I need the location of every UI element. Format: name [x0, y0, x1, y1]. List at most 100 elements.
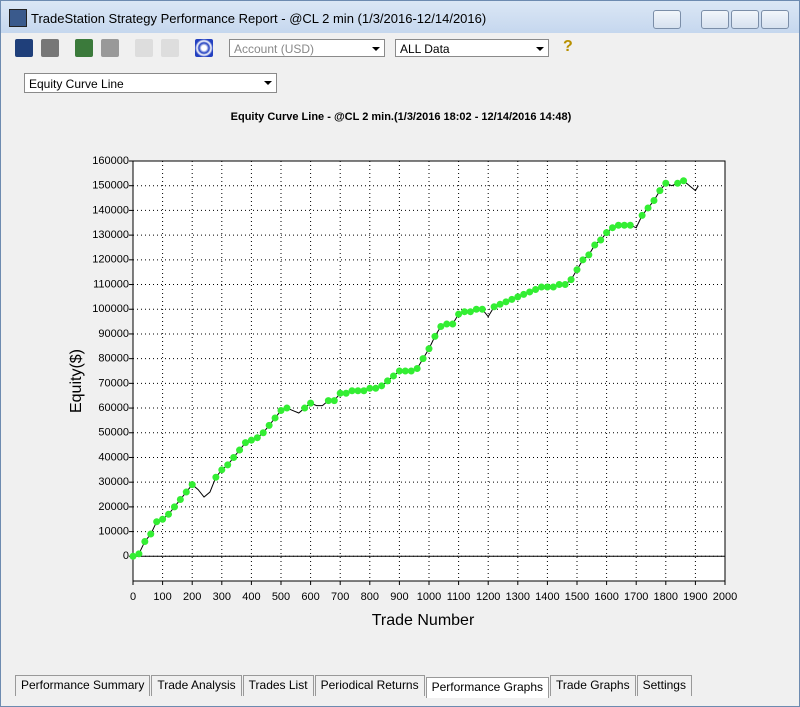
x-tick-label: 1800 — [654, 591, 678, 603]
new-high-marker — [366, 384, 374, 392]
new-high-marker — [526, 288, 534, 296]
graph-combo[interactable]: Equity Curve Line — [24, 73, 277, 93]
y-tick-label: 10000 — [98, 525, 129, 537]
plot-area — [132, 160, 726, 582]
save-button[interactable] — [15, 39, 33, 57]
x-tick-label: 200 — [183, 591, 201, 603]
tab[interactable]: Performance Graphs — [425, 677, 549, 698]
swap-button[interactable] — [653, 10, 681, 29]
x-tick-label: 1600 — [594, 591, 618, 603]
x-tick-label: 600 — [301, 591, 319, 603]
new-high-marker — [431, 332, 439, 340]
y-tick-label: 150000 — [92, 180, 129, 192]
tab[interactable]: Periodical Returns — [314, 675, 425, 696]
x-tick-label: 500 — [272, 591, 290, 603]
new-high-marker — [478, 305, 486, 313]
x-tick-label: 900 — [390, 591, 408, 603]
new-high-marker — [342, 389, 350, 397]
x-tick-label: 1100 — [447, 591, 471, 603]
close-button[interactable] — [761, 10, 789, 29]
minimize-button[interactable] — [701, 10, 729, 29]
new-high-marker — [389, 372, 397, 380]
maximize-button[interactable] — [731, 10, 759, 29]
y-tick-label: 20000 — [98, 501, 129, 513]
tab[interactable]: Performance Summary — [15, 675, 151, 696]
y-axis-label: Equity($) — [68, 349, 85, 413]
y-tick-label: 80000 — [98, 353, 129, 365]
tab[interactable]: Trade Analysis — [151, 675, 242, 696]
y-tick-label: 60000 — [98, 402, 129, 414]
new-high-marker — [555, 281, 563, 289]
font-larger-button[interactable] — [161, 39, 179, 57]
x-tick-label: 800 — [361, 591, 379, 603]
x-tick-label: 300 — [213, 591, 231, 603]
new-high-marker — [650, 197, 658, 205]
new-high-marker — [372, 384, 380, 392]
x-tick-label: 1300 — [506, 591, 530, 603]
range-combo[interactable]: ALL Data — [395, 39, 549, 57]
x-tick-label: 400 — [242, 591, 260, 603]
new-high-marker — [241, 439, 249, 447]
window-title: TradeStation Strategy Performance Report… — [31, 11, 487, 26]
x-tick-label: 1900 — [683, 591, 707, 603]
x-tick-label: 2000 — [713, 591, 737, 603]
new-high-marker — [307, 399, 315, 407]
new-high-marker — [259, 429, 267, 437]
new-high-marker — [508, 295, 516, 303]
new-high-marker — [597, 236, 605, 244]
new-high-marker — [520, 290, 528, 298]
y-tick-label: 110000 — [93, 278, 129, 290]
new-high-marker — [271, 414, 279, 422]
new-high-marker — [330, 397, 338, 405]
new-high-marker — [218, 466, 226, 474]
new-high-marker — [141, 537, 149, 545]
new-high-marker — [419, 355, 427, 363]
new-high-marker — [182, 488, 190, 496]
new-high-marker — [549, 283, 557, 291]
new-high-marker — [236, 446, 244, 454]
new-high-marker — [626, 221, 634, 229]
new-high-marker — [301, 404, 309, 412]
new-high-marker — [579, 256, 587, 264]
new-high-marker — [662, 179, 670, 187]
new-high-marker — [638, 211, 646, 219]
new-high-marker — [543, 283, 551, 291]
new-high-marker — [401, 367, 409, 375]
new-high-marker — [443, 320, 451, 328]
y-tick-label: 140000 — [92, 204, 129, 216]
y-tick-label: 90000 — [98, 328, 129, 340]
print-button[interactable] — [41, 39, 59, 57]
new-high-marker — [620, 221, 628, 229]
new-high-marker — [449, 320, 457, 328]
x-tick-label: 700 — [331, 591, 349, 603]
font-smaller-button[interactable] — [135, 39, 153, 57]
account-combo[interactable]: Account (USD) — [229, 39, 385, 57]
account-text: Account (USD) — [234, 42, 315, 56]
x-tick-label: 0 — [130, 591, 136, 603]
y-tick-label: 100000 — [92, 303, 129, 315]
refresh-button[interactable] — [75, 39, 93, 57]
tab[interactable]: Settings — [636, 675, 692, 696]
new-high-marker — [135, 550, 143, 558]
y-tick-label: 30000 — [98, 476, 129, 488]
y-tick-label: 50000 — [98, 427, 129, 439]
new-high-marker — [425, 345, 433, 353]
y-tick-label: 160000 — [92, 155, 129, 167]
new-high-marker — [656, 187, 664, 195]
tab[interactable]: Trade Graphs — [550, 675, 636, 696]
settings-button[interactable] — [101, 39, 119, 57]
new-high-marker — [170, 503, 178, 511]
range-text: ALL Data — [400, 42, 450, 56]
y-tick-label: 70000 — [98, 377, 129, 389]
new-high-marker — [496, 300, 504, 308]
y-tick-label: 130000 — [92, 229, 129, 241]
target-button[interactable] — [195, 39, 213, 57]
tab[interactable]: Trades List — [242, 675, 314, 696]
new-high-marker — [348, 387, 356, 395]
help-button[interactable]: ? — [563, 38, 573, 55]
new-high-marker — [609, 224, 617, 232]
new-high-marker — [413, 365, 421, 373]
new-high-marker — [147, 530, 155, 538]
new-high-marker — [455, 310, 463, 318]
